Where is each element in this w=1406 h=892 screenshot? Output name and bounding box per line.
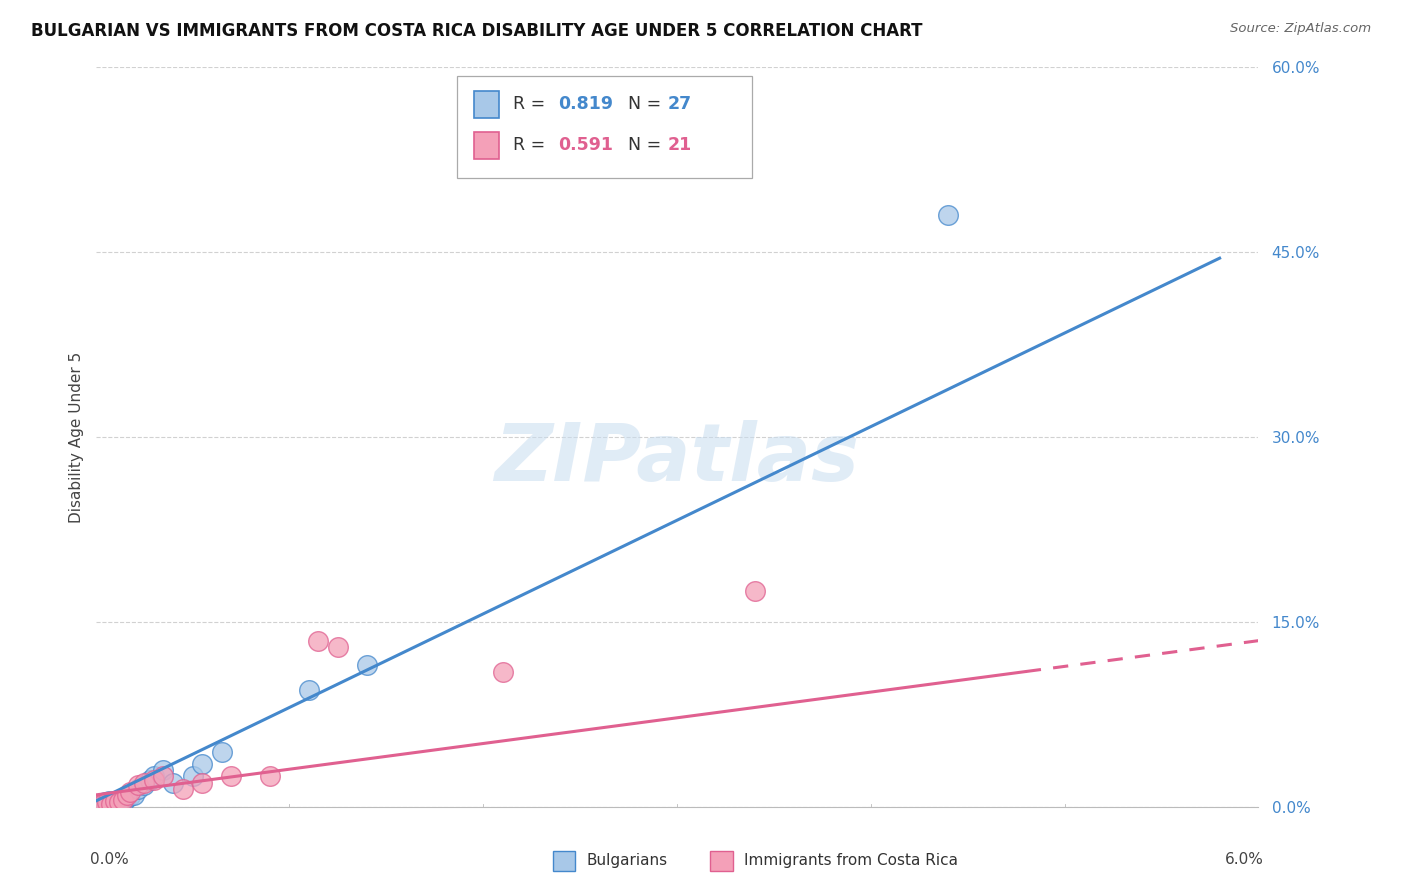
- Point: [491, 665, 513, 679]
- Point: [356, 658, 378, 673]
- Point: [744, 584, 766, 599]
- Point: [142, 769, 165, 783]
- Point: [111, 793, 134, 807]
- Point: [115, 788, 138, 802]
- Point: [105, 797, 128, 811]
- Point: [101, 795, 124, 809]
- Point: [172, 781, 194, 796]
- Text: Bulgarians: Bulgarians: [586, 854, 668, 868]
- Text: N =: N =: [628, 136, 668, 154]
- Point: [108, 794, 131, 808]
- Point: [115, 790, 138, 805]
- Point: [191, 775, 214, 789]
- Text: 6.0%: 6.0%: [1225, 852, 1264, 867]
- Point: [219, 769, 242, 783]
- Point: [326, 640, 349, 654]
- Point: [89, 797, 111, 811]
- Point: [104, 794, 127, 808]
- Text: N =: N =: [628, 95, 668, 113]
- Point: [114, 793, 136, 807]
- Point: [162, 775, 184, 789]
- Text: BULGARIAN VS IMMIGRANTS FROM COSTA RICA DISABILITY AGE UNDER 5 CORRELATION CHART: BULGARIAN VS IMMIGRANTS FROM COSTA RICA …: [31, 22, 922, 40]
- Text: 0.819: 0.819: [558, 95, 613, 113]
- Text: ZIPatlas: ZIPatlas: [495, 420, 859, 499]
- Point: [139, 773, 162, 788]
- Point: [93, 797, 115, 812]
- Text: Immigrants from Costa Rica: Immigrants from Costa Rica: [744, 854, 957, 868]
- Text: 21: 21: [668, 136, 692, 154]
- Point: [89, 797, 111, 812]
- Point: [181, 769, 204, 783]
- Point: [120, 785, 142, 799]
- Point: [308, 633, 330, 648]
- Point: [100, 797, 122, 811]
- Text: Source: ZipAtlas.com: Source: ZipAtlas.com: [1230, 22, 1371, 36]
- Point: [127, 778, 149, 792]
- Point: [124, 788, 146, 802]
- Point: [94, 795, 117, 809]
- Point: [104, 794, 127, 808]
- Point: [298, 683, 321, 698]
- Point: [152, 769, 174, 783]
- Point: [259, 769, 281, 783]
- Text: 27: 27: [668, 95, 692, 113]
- Point: [96, 797, 118, 811]
- Point: [96, 795, 118, 809]
- Point: [936, 208, 959, 222]
- Point: [93, 797, 115, 811]
- Point: [152, 764, 174, 778]
- Point: [100, 797, 122, 811]
- Point: [132, 778, 155, 792]
- Point: [142, 773, 165, 788]
- Point: [108, 795, 131, 809]
- Text: R =: R =: [513, 136, 551, 154]
- Point: [110, 795, 132, 809]
- Y-axis label: Disability Age Under 5: Disability Age Under 5: [69, 351, 84, 523]
- Text: 0.0%: 0.0%: [90, 852, 128, 867]
- Point: [120, 789, 142, 804]
- Point: [132, 775, 155, 789]
- Point: [127, 781, 149, 796]
- Text: 0.591: 0.591: [558, 136, 613, 154]
- Point: [211, 745, 233, 759]
- Point: [98, 794, 121, 808]
- Text: R =: R =: [513, 95, 551, 113]
- Point: [191, 757, 214, 772]
